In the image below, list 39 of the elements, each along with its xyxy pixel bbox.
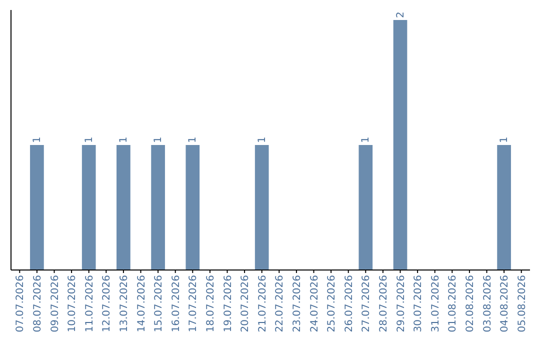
x-tick-label: 22.07.2026 — [274, 275, 286, 332]
x-tick-label: 03.08.2026 — [482, 275, 494, 332]
x-tick-label: 30.07.2026 — [413, 275, 424, 332]
x-tick-label: 11.07.2026 — [84, 275, 96, 332]
x-tick-label: 20.07.2026 — [240, 275, 252, 332]
x-tick-label: 08.07.2026 — [32, 275, 44, 332]
x-tick-label: 15.07.2026 — [154, 275, 165, 332]
data-label: 1 — [118, 136, 130, 143]
data-label: 1 — [256, 136, 268, 143]
x-tick-label: 09.07.2026 — [50, 275, 61, 332]
data-label: 1 — [84, 136, 95, 143]
x-tick-label: 04.08.2026 — [500, 275, 511, 332]
x-tick-label: 27.07.2026 — [361, 275, 372, 332]
data-label: 1 — [32, 136, 43, 143]
x-tick-label: 01.08.2026 — [448, 275, 459, 332]
x-tick-label: 19.07.2026 — [222, 275, 234, 332]
x-tick-label: 26.07.2026 — [344, 275, 355, 332]
x-tick-label: 25.07.2026 — [326, 275, 338, 332]
x-tick-label: 17.07.2026 — [188, 275, 200, 332]
x-tick-label: 12.07.2026 — [102, 275, 113, 332]
x-tick-label: 28.07.2026 — [378, 275, 390, 332]
data-label: 2 — [395, 12, 406, 18]
x-tick-label: 24.07.2026 — [309, 275, 320, 332]
data-label: 1 — [499, 136, 510, 143]
x-tick-label: 23.07.2026 — [292, 275, 303, 332]
x-tick-label: 31.07.2026 — [430, 275, 442, 332]
x-tick-label: 21.07.2026 — [257, 275, 268, 332]
x-tick-label: 10.07.2026 — [67, 275, 78, 332]
x-tick-label: 07.07.2026 — [15, 275, 26, 332]
x-tick-label: 02.08.2026 — [464, 275, 476, 332]
x-tick-label: 14.07.2026 — [136, 275, 148, 332]
data-label: 1 — [360, 136, 372, 143]
x-tick-label: 13.07.2026 — [118, 275, 130, 332]
x-tick-label: 18.07.2026 — [205, 275, 216, 332]
x-tick-label: 29.07.2026 — [396, 275, 407, 332]
data-label: 1 — [188, 136, 199, 143]
x-tick-label: 16.07.2026 — [170, 275, 182, 332]
x-tick-label: 05.08.2026 — [516, 275, 528, 332]
data-label: 1 — [153, 136, 164, 143]
